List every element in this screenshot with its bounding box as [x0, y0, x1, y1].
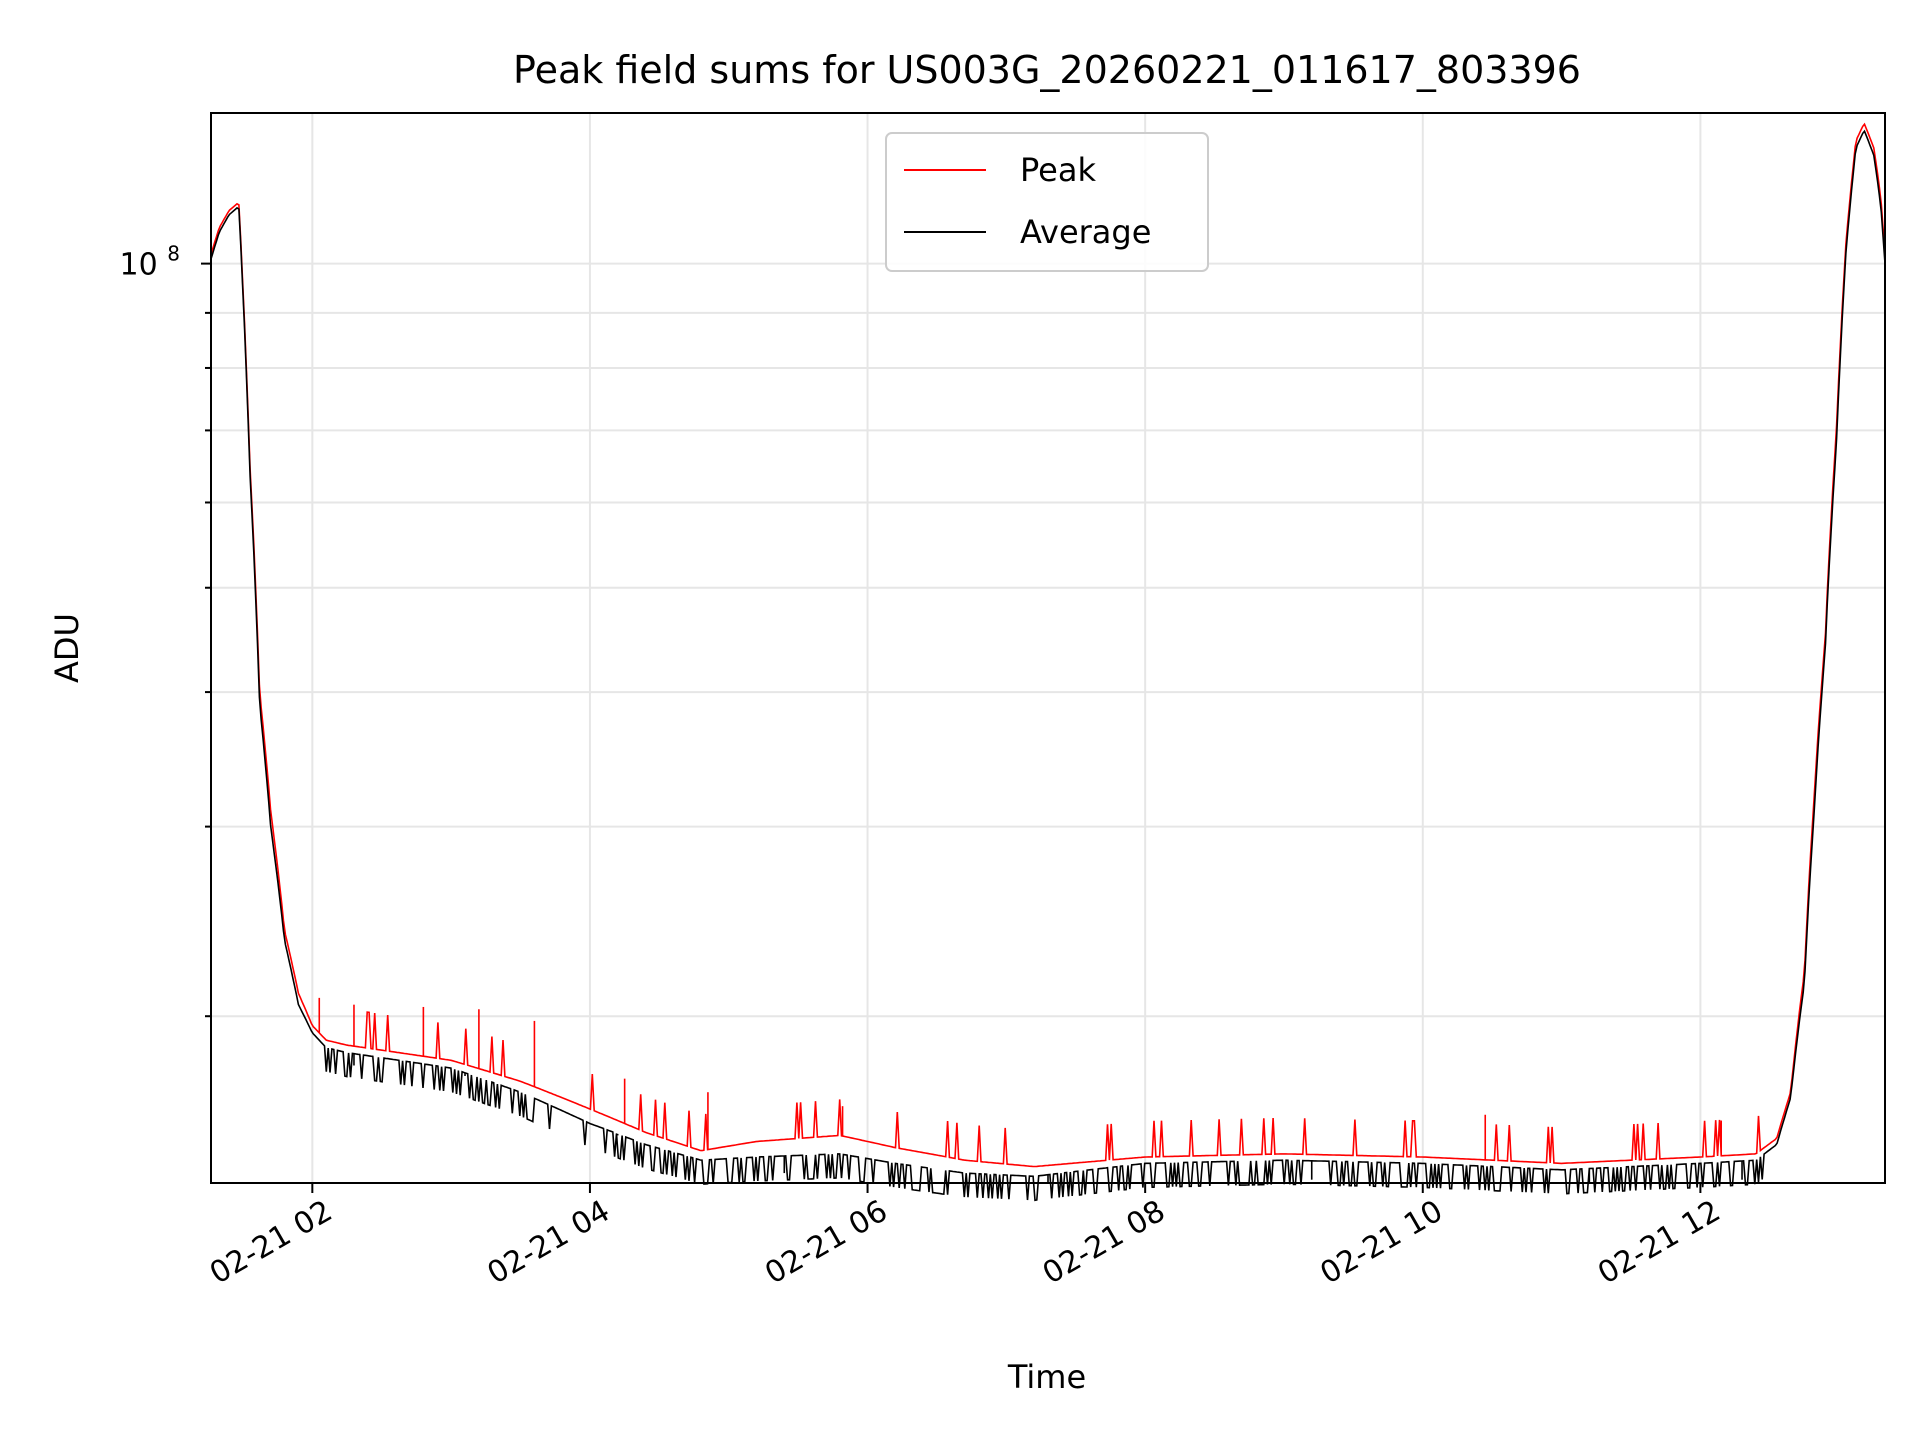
series-layer	[210, 122, 1886, 1202]
series-line-average	[210, 129, 1886, 1202]
legend-box	[885, 132, 1209, 272]
x-tick-label: 02-21 02	[204, 1194, 338, 1292]
y-axis-label: ADU	[48, 613, 86, 683]
x-tick-label: 02-21 12	[1592, 1194, 1726, 1292]
x-axis: 02-21 02 02-21 04 02-21 06 02-21 08 02-21 10…	[204, 1183, 1726, 1291]
legend: Peak Average	[885, 132, 1209, 272]
legend-average-label: Average	[1020, 213, 1151, 251]
grid	[211, 113, 1885, 1183]
y-axis: 10 8	[120, 242, 211, 1018]
legend-peak-label: Peak	[1020, 151, 1096, 189]
series-line-peak	[210, 122, 1886, 1168]
y-tick-label-base: 10	[120, 248, 158, 283]
plot-frame	[210, 112, 1886, 1184]
x-tick-label: 02-21 06	[759, 1194, 893, 1292]
y-tick-label: 10 8	[120, 242, 180, 283]
y-tick-label-exp: 8	[167, 242, 180, 266]
x-tick-label: 02-21 04	[482, 1194, 616, 1292]
chart-title: Peak field sums for US003G_20260221_0116…	[513, 48, 1581, 92]
x-axis-label: Time	[1007, 1358, 1086, 1396]
x-tick-label: 02-21 10	[1314, 1194, 1448, 1292]
x-tick-label: 02-21 08	[1037, 1194, 1171, 1292]
